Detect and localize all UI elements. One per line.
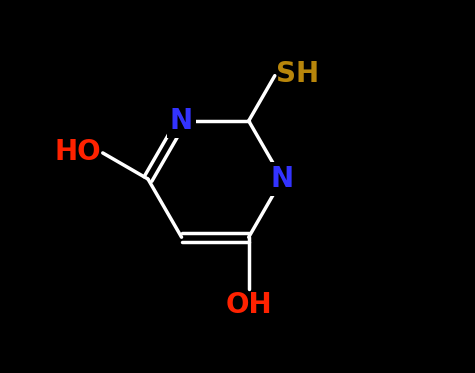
Text: N: N (170, 107, 193, 135)
Text: SH: SH (276, 60, 319, 88)
Text: OH: OH (225, 291, 272, 319)
Text: HO: HO (55, 138, 101, 166)
Text: N: N (271, 165, 294, 193)
